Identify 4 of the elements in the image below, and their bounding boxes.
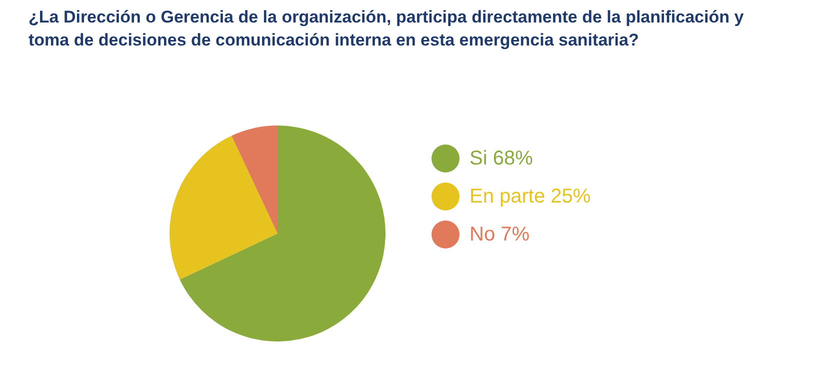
- chart-title: ¿La Dirección o Gerencia de la organización, participa directamente de la planificación y toma de decisiones de comunicación interna en esta emergencia sanitaria?: [28, 8, 744, 50]
- legend-label: En parte 25%: [470, 186, 591, 208]
- legend-label: Si 68%: [470, 148, 534, 170]
- legend-label: No 7%: [470, 224, 530, 246]
